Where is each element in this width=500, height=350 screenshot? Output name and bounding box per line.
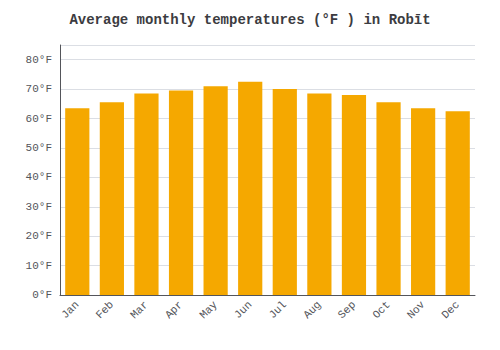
svg-text:80°F: 80°F xyxy=(26,54,52,66)
svg-text:30°F: 30°F xyxy=(26,201,52,213)
svg-text:0°F: 0°F xyxy=(32,289,52,301)
svg-text:Feb: Feb xyxy=(94,299,116,321)
svg-text:Jan: Jan xyxy=(59,299,81,321)
svg-text:Jun: Jun xyxy=(232,299,254,321)
svg-text:Sep: Sep xyxy=(336,299,358,321)
svg-text:70°F: 70°F xyxy=(26,83,52,95)
svg-text:40°F: 40°F xyxy=(26,171,52,183)
svg-text:Jul: Jul xyxy=(267,299,289,321)
svg-text:Oct: Oct xyxy=(370,299,392,321)
svg-text:Average monthly temperatures (: Average monthly temperatures (°F ) in Ro… xyxy=(69,12,430,28)
svg-text:20°F: 20°F xyxy=(26,230,52,242)
svg-text:May: May xyxy=(197,298,220,321)
svg-text:Aug: Aug xyxy=(301,299,323,321)
svg-text:Apr: Apr xyxy=(163,299,185,321)
svg-text:60°F: 60°F xyxy=(26,113,52,125)
svg-text:Dec: Dec xyxy=(439,299,461,321)
svg-text:10°F: 10°F xyxy=(26,260,52,272)
svg-text:Nov: Nov xyxy=(405,298,428,321)
svg-text:50°F: 50°F xyxy=(26,142,52,154)
svg-text:Mar: Mar xyxy=(128,299,150,321)
